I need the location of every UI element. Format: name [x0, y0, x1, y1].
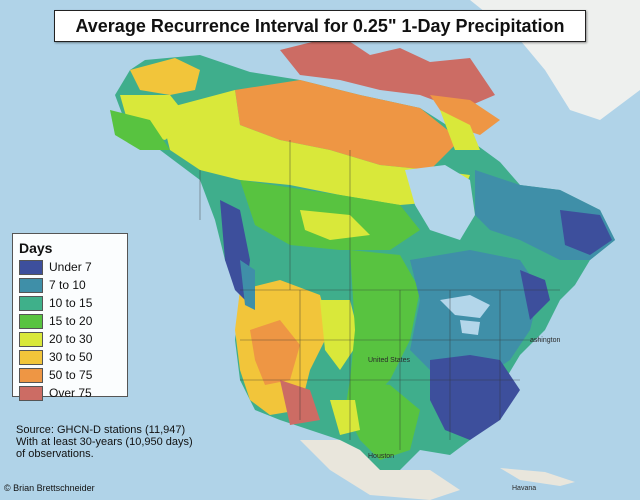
label-washington: ashington — [530, 337, 560, 344]
legend-swatch — [19, 277, 43, 293]
map-title: Average Recurrence Interval for 0.25" 1-… — [54, 10, 586, 42]
source-line-3: of observations. — [16, 448, 94, 460]
label-havana: Havana — [512, 485, 536, 492]
legend-item: 10 to 15 — [19, 295, 121, 311]
arctic-islands — [280, 35, 495, 110]
legend-label: Under 7 — [49, 260, 92, 274]
label-houston: Houston — [368, 453, 394, 460]
legend-label: Over 75 — [49, 386, 92, 400]
legend-swatch — [19, 313, 43, 329]
legend-swatch — [19, 385, 43, 401]
hudson-bay — [405, 165, 475, 240]
legend-swatch — [19, 259, 43, 275]
legend: Days Under 7 7 to 10 10 to 15 15 to 20 2… — [12, 233, 128, 401]
legend-label: 30 to 50 — [49, 350, 93, 364]
legend-item: 30 to 50 — [19, 349, 121, 365]
source-note: Source: GHCN-D stations (11,947) With at… — [16, 424, 246, 460]
legend-label: 15 to 20 — [49, 314, 93, 328]
legend-swatch — [19, 295, 43, 311]
label-united-states: United States — [368, 357, 411, 364]
state-borders — [199, 140, 560, 450]
credit: © Brian Brettschneider — [4, 483, 95, 493]
legend-label: 20 to 30 — [49, 332, 93, 346]
source-line-1: Source: GHCN-D stations (11,947) — [16, 424, 186, 436]
legend-item: 20 to 30 — [19, 331, 121, 347]
legend-label: 10 to 15 — [49, 296, 93, 310]
legend-title: Days — [19, 240, 53, 256]
legend-swatch — [19, 367, 43, 383]
cuba — [500, 468, 575, 486]
legend-item: 15 to 20 — [19, 313, 121, 329]
legend-item: 7 to 10 — [19, 277, 121, 293]
source-line-2: With at least 30-years (10,950 days) — [16, 436, 193, 448]
legend-swatch — [19, 349, 43, 365]
legend-swatch — [19, 331, 43, 347]
legend-item: 50 to 75 — [19, 367, 121, 383]
legend-label: 50 to 75 — [49, 368, 93, 382]
great-lakes — [440, 295, 490, 318]
legend-item: Over 75 — [19, 385, 121, 401]
legend-label: 7 to 10 — [49, 278, 86, 292]
legend-item: Under 7 — [19, 259, 121, 275]
